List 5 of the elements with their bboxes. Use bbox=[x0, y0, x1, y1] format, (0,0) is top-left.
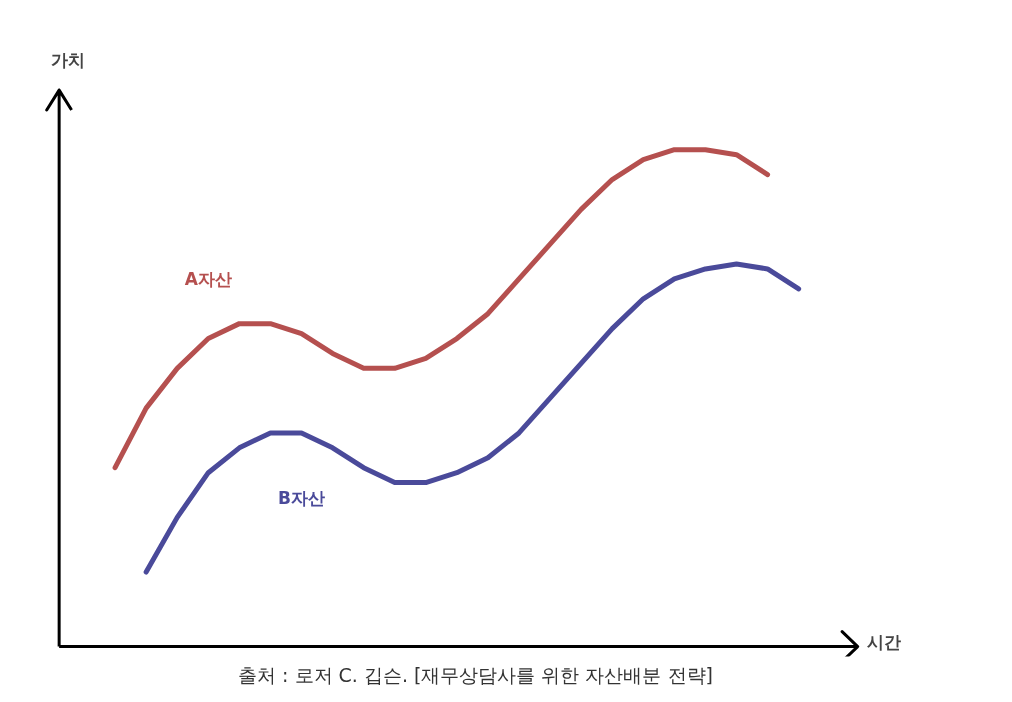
source-note: 출처 : 로저 C. 깁슨. [재무상담사를 위한 자산배분 전략] bbox=[238, 663, 713, 686]
text: A자산 bbox=[184, 268, 232, 289]
y-axis-title: 가치 bbox=[51, 50, 86, 71]
x-axis-title: 시간 bbox=[867, 631, 901, 652]
text: B자산 bbox=[278, 487, 325, 508]
